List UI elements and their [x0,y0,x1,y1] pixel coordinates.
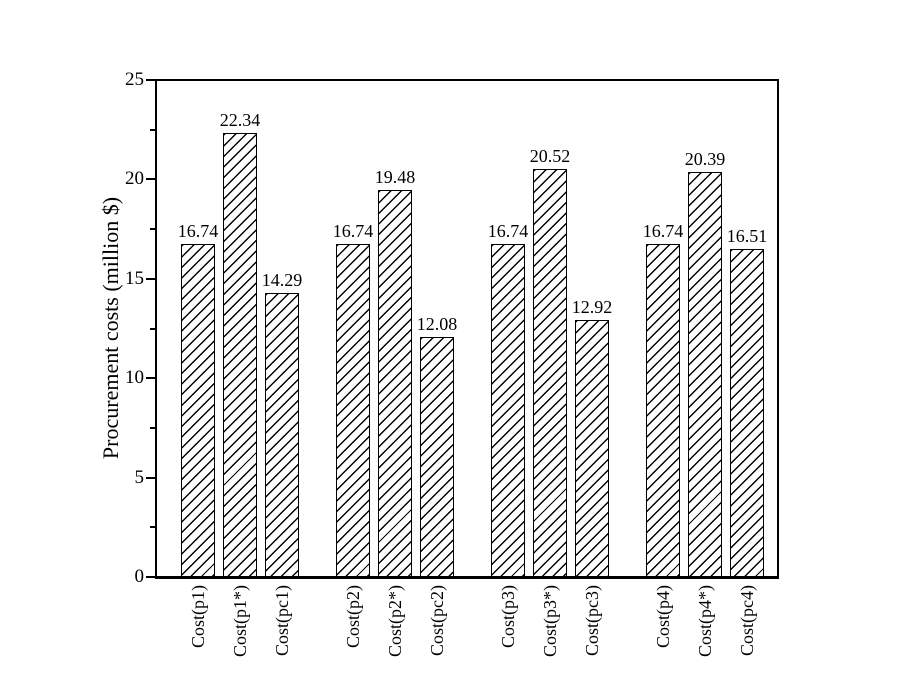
bar-value-label: 22.34 [219,109,261,130]
bar [181,244,215,577]
y-tick-label: 15 [125,267,144,289]
y-minor-tick [150,327,156,330]
y-tick-label: 0 [134,566,145,587]
x-tick-label-text: Cost(p1*) [230,585,250,657]
bar-value-label: 19.48 [374,166,416,187]
bar-value-label: 16.51 [726,225,768,246]
bar [223,132,257,577]
bar-value-label: 16.74 [177,221,219,242]
bar-value-label: 20.39 [684,148,726,169]
x-tick-label-text: Cost(p2) [343,585,363,648]
bar [420,336,454,577]
bar-value-label: 12.92 [571,297,613,318]
bar-value-label: 16.74 [332,221,374,242]
x-tick-label-text: Cost(p3) [498,585,518,648]
x-tick-label-text: Cost(p1) [188,585,208,648]
y-major-tick [146,178,156,181]
y-major-tick [146,277,156,280]
y-major-tick [146,79,156,81]
y-minor-tick [150,426,156,429]
x-tick-label-text: Cost(p4) [653,585,673,648]
bar-value-label: 14.29 [261,269,303,290]
bar [730,248,764,577]
y-tick-label: 25 [125,69,144,90]
y-major-tick [146,576,156,578]
y-major-tick [146,377,156,380]
bar-value-label: 12.08 [416,313,458,334]
x-tick-label-text: Cost(p4*) [695,585,715,657]
x-tick-label-text: Cost(p3*) [540,585,560,657]
bar [265,292,299,577]
x-tick-label-text: Cost(p2*) [385,585,405,657]
bar-value-label: 16.74 [642,221,684,242]
x-tick-label-text: Cost(pc3) [582,585,602,656]
bar [533,169,567,577]
bar [378,189,412,577]
bar [646,244,680,577]
y-tick-label: 20 [125,168,144,190]
y-minor-tick [150,128,156,131]
bar [575,320,609,577]
bar-value-label: 20.52 [529,146,571,167]
x-tick-label-text: Cost(pc2) [427,585,447,656]
y-axis-title-text: Procurement costs (million $) [98,196,123,460]
bar-value-label: 16.74 [487,221,529,242]
bar [688,171,722,577]
x-tick-label-text: Cost(pc1) [272,585,292,656]
y-minor-tick [150,228,156,231]
y-tick-label: 5 [134,466,145,488]
y-tick-label: 10 [125,367,144,389]
y-major-tick [146,476,156,479]
x-tick-label-text: Cost(pc4) [737,585,757,656]
bar [336,244,370,577]
y-minor-tick [150,526,156,529]
bar [491,244,525,577]
